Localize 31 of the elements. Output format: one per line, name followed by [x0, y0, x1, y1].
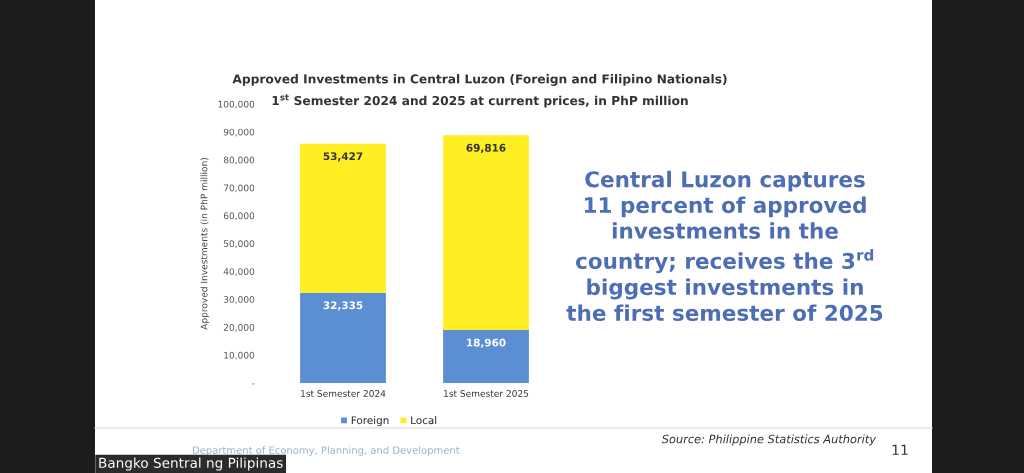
x-tick-label: 1st Semester 2024: [301, 390, 386, 397]
y-tick-label: 30,000: [223, 296, 255, 304]
y-tick-label: 10,000: [224, 351, 255, 360]
text: Central Luzon captures 11 percent of approved investments in the country; receives the 3$^{rd}$ biggest investments in the first semester of 2025: [566, 170, 883, 322]
data-label: 18,960: [467, 338, 506, 348]
bar: [300, 292, 386, 383]
chart-subtitle: 1$^{st}$ Semester 2024 and 2025 at current prices, in PhP million: [272, 94, 688, 108]
legend-label: Local: [411, 416, 437, 425]
bar: [443, 330, 529, 383]
y-axis-title: Approved Investments (in PhP million): [200, 157, 210, 330]
data-label: 32,335: [323, 301, 363, 311]
data-label: 69,816: [466, 143, 506, 154]
bar: [443, 135, 529, 331]
y-tick-label: -: [252, 383, 255, 385]
legend-label: Foreign: [351, 416, 389, 427]
y-tick-label: 70,000: [223, 184, 255, 193]
bar: [300, 143, 386, 293]
data-label: 53,427: [323, 152, 363, 162]
y-tick-label: 60,000: [223, 212, 255, 221]
y-tick-label: 80,000: [223, 156, 255, 165]
y-tick-label: 90,000: [223, 128, 255, 137]
x-tick-label: 1st Semester 2025: [444, 390, 529, 397]
y-tick-label: 100,000: [218, 100, 255, 109]
text: Department of Economy, Planning, and Development: [192, 446, 460, 456]
text: 11: [892, 444, 908, 455]
y-tick-label: 40,000: [223, 268, 255, 276]
source-note: Source: Philippine Statistics Authority: [661, 434, 877, 446]
text: Bangko Sentral ng Pilipinas: [99, 457, 283, 471]
y-tick-label: 20,000: [223, 323, 255, 332]
chart-title: Approved Investments in Central Luzon (Foreign and Filipino Nationals): [232, 74, 727, 86]
y-tick-label: 50,000: [223, 240, 255, 248]
